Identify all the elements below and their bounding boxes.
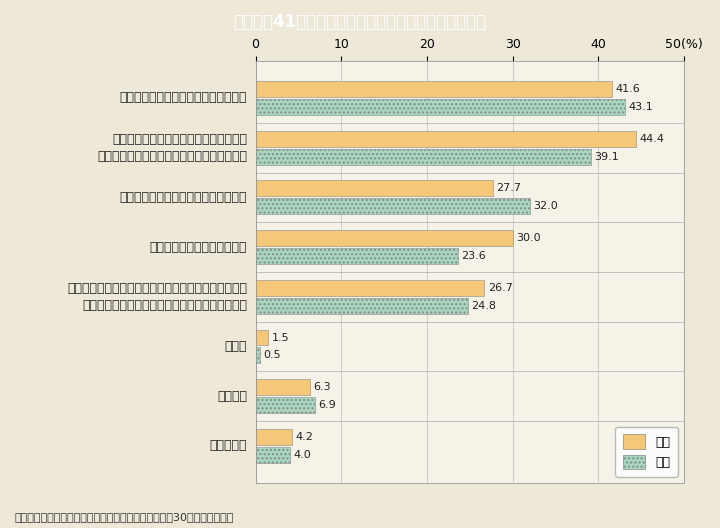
Text: 26.7: 26.7 bbox=[487, 283, 513, 293]
Bar bbox=[256, 298, 468, 314]
Text: 30.0: 30.0 bbox=[516, 233, 541, 243]
Text: 0.5: 0.5 bbox=[264, 351, 281, 361]
Text: コーディネーターなど，地域や社会での活動を支える
人的体制や活動の拠点となる場が整っていること: コーディネーターなど，地域や社会での活動を支える 人的体制や活動の拠点となる場が… bbox=[67, 282, 247, 312]
Text: 6.9: 6.9 bbox=[318, 400, 336, 410]
Text: 4.2: 4.2 bbox=[295, 432, 313, 442]
Bar bbox=[256, 131, 636, 147]
Bar bbox=[256, 329, 269, 345]
Text: 43.1: 43.1 bbox=[629, 102, 653, 112]
Text: 32.0: 32.0 bbox=[534, 201, 558, 211]
Text: その他: その他 bbox=[225, 340, 247, 353]
Text: 6.3: 6.3 bbox=[313, 382, 330, 392]
Bar bbox=[256, 181, 493, 196]
Text: 27.7: 27.7 bbox=[496, 183, 521, 193]
Bar bbox=[256, 397, 315, 413]
Text: 39.1: 39.1 bbox=[594, 152, 618, 162]
Text: 24.8: 24.8 bbox=[472, 301, 497, 310]
Text: 地域や社会での活動に関する情報提供: 地域や社会での活動に関する情報提供 bbox=[120, 91, 247, 105]
Bar bbox=[256, 429, 292, 445]
Text: 4.0: 4.0 bbox=[293, 450, 311, 460]
Bar bbox=[256, 230, 513, 246]
Legend: 女性, 男性: 女性, 男性 bbox=[616, 427, 678, 477]
Text: Ｉ－特－41図　地域社会での活動への参加を促す方策: Ｉ－特－41図 地域社会での活動への参加を促す方策 bbox=[233, 13, 487, 32]
Bar bbox=[256, 248, 458, 264]
Bar bbox=[256, 199, 530, 214]
Text: 地域や社会に関する講習会の開催など，
活動への参加につながるようなきっかけ作り: 地域や社会に関する講習会の開催など， 活動への参加につながるようなきっかけ作り bbox=[97, 133, 247, 163]
Text: わからない: わからない bbox=[210, 439, 247, 452]
Text: 23.6: 23.6 bbox=[462, 251, 486, 261]
Bar bbox=[256, 379, 310, 395]
Text: 1.5: 1.5 bbox=[272, 333, 289, 343]
Bar bbox=[256, 149, 590, 165]
Bar bbox=[256, 99, 625, 115]
Text: 交通費などの必要経費の支援: 交通費などの必要経費の支援 bbox=[150, 241, 247, 253]
Bar bbox=[256, 447, 290, 463]
Bar bbox=[256, 81, 612, 97]
Bar bbox=[256, 280, 485, 296]
Bar bbox=[256, 347, 260, 363]
Text: （備考）内閣府「生涯学習に関する世論調査」（平成30年）より作成。: （備考）内閣府「生涯学習に関する世論調査」（平成30年）より作成。 bbox=[14, 512, 234, 522]
Text: 41.6: 41.6 bbox=[616, 84, 640, 94]
Text: 44.4: 44.4 bbox=[639, 134, 665, 144]
Text: 活動の成果が社会的に評価されること: 活動の成果が社会的に評価されること bbox=[120, 191, 247, 204]
Text: 特にない: 特にない bbox=[217, 390, 247, 403]
